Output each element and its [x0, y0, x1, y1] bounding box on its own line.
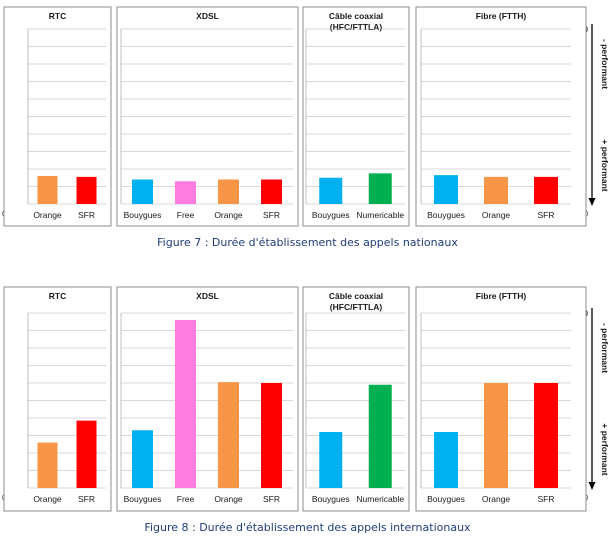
panel-fibre-ftth-: Fibre (FTTH) Bouygues Orange SFR — [415, 6, 587, 227]
category-label: SFR — [538, 210, 555, 220]
panel-rtc: RTC Orange SFR — [3, 286, 112, 512]
panel-xdsl: XDSL Bouygues Free Orange SFR — [116, 286, 299, 512]
panel-frame — [302, 286, 410, 512]
category-label: Orange — [33, 494, 62, 504]
panel-rtc: RTC Orange SFR — [3, 6, 112, 227]
bar-orange — [484, 176, 508, 204]
bar-bouygues — [434, 175, 458, 204]
category-label: Orange — [214, 494, 243, 504]
bar-orange — [37, 176, 58, 204]
bar-free — [175, 181, 196, 204]
bar-bouygues — [132, 430, 153, 488]
category-label: Bouygues — [124, 494, 162, 504]
side-label-less-performant: - performant — [600, 39, 610, 89]
bar-free — [175, 320, 196, 488]
panel-title: RTC — [49, 11, 66, 21]
panel-title: Fibre (FTTH) — [476, 11, 527, 21]
bar-numericable — [368, 173, 392, 204]
bar-sfr — [261, 383, 282, 488]
bar-sfr — [261, 179, 282, 204]
bar-orange — [218, 179, 239, 204]
bar-orange — [484, 383, 508, 488]
figure-7-caption: Figure 7 : Durée d'établissement des app… — [157, 236, 458, 249]
bar-bouygues — [319, 432, 343, 488]
category-label: Numericable — [356, 494, 404, 504]
category-label: Bouygues — [124, 210, 162, 220]
category-label: Orange — [482, 494, 511, 504]
bar-sfr — [534, 176, 558, 204]
category-label: SFR — [538, 494, 555, 504]
panel-title: Fibre (FTTH) — [476, 291, 527, 301]
bar-numericable — [368, 384, 392, 488]
panel-c-ble-coaxial: Câble coaxial(HFC/FTTLA) Bouygues Numerica… — [302, 6, 410, 227]
bar-orange — [37, 442, 58, 488]
category-label: Orange — [214, 210, 243, 220]
bar-bouygues — [434, 432, 458, 488]
side-label-more-performant: + performant — [600, 423, 610, 475]
category-label: Free — [177, 494, 195, 504]
figure-7: 012345678910( Sec )012345678910( Sec )- … — [2, 6, 610, 227]
category-label: SFR — [263, 494, 280, 504]
figure-8: 012345678910( Sec )012345678910( Sec )- … — [2, 286, 610, 512]
bar-sfr — [76, 176, 97, 204]
figure-8-caption: Figure 8 : Durée d'établissement des app… — [144, 521, 471, 534]
panel-title: RTC — [49, 291, 66, 301]
category-label: Numericable — [356, 210, 404, 220]
panel-title: Câble coaxial — [329, 11, 383, 21]
category-label: SFR — [263, 210, 280, 220]
panel-xdsl: XDSL Bouygues Free Orange SFR — [116, 6, 299, 227]
panel-title: (HFC/FTTLA) — [330, 302, 383, 312]
category-label: Bouygues — [312, 210, 350, 220]
panel-title: Câble coaxial — [329, 291, 383, 301]
side-label-more-performant: + performant — [600, 139, 610, 191]
category-label: Free — [177, 210, 195, 220]
bar-bouygues — [132, 179, 153, 204]
bar-bouygues — [319, 177, 343, 204]
bar-sfr — [76, 420, 97, 488]
panel-fibre-ftth-: Fibre (FTTH) Bouygues Orange SFR — [415, 286, 587, 512]
category-label: Orange — [33, 210, 62, 220]
bar-orange — [218, 382, 239, 488]
category-label: SFR — [78, 210, 95, 220]
performance-arrow-head — [588, 482, 596, 490]
performance-arrow-head — [588, 198, 596, 206]
side-label-less-performant: - performant — [600, 323, 610, 373]
panel-title: (HFC/FTTLA) — [330, 22, 383, 32]
panel-c-ble-coaxial: Câble coaxial(HFC/FTTLA) Bouygues Numerica… — [302, 286, 410, 512]
category-label: Bouygues — [427, 494, 465, 504]
bar-sfr — [534, 383, 558, 488]
category-label: Bouygues — [427, 210, 465, 220]
panel-title: XDSL — [196, 291, 219, 301]
panel-title: XDSL — [196, 11, 219, 21]
category-label: SFR — [78, 494, 95, 504]
category-label: Orange — [482, 210, 511, 220]
category-label: Bouygues — [312, 494, 350, 504]
